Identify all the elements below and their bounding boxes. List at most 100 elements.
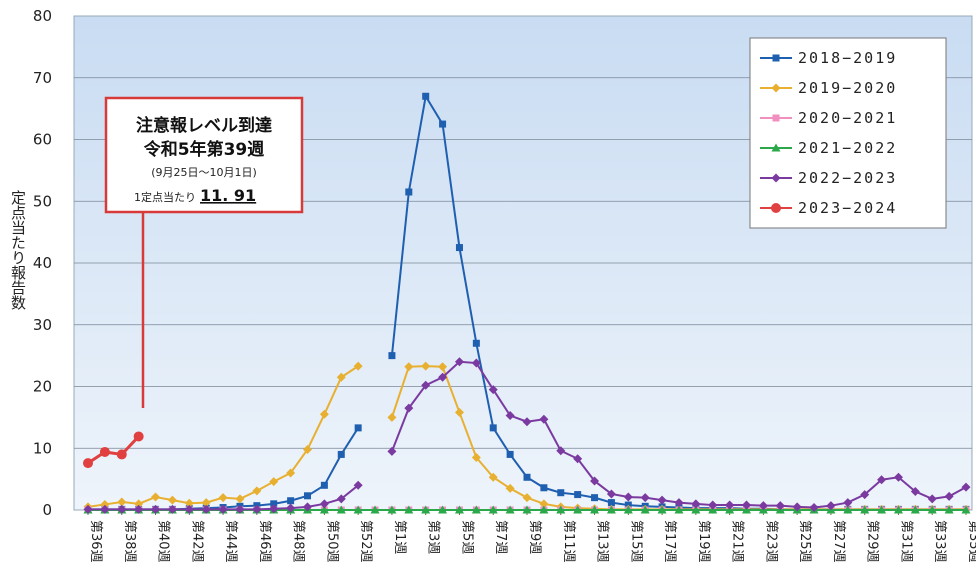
x-tick-label: 第36週 [88,520,103,563]
data-point [523,473,531,481]
data-point [422,92,430,100]
data-point [539,505,549,514]
legend-label: 2019−2020 [798,79,897,97]
y-tick-label: 60 [33,131,52,149]
annotation-callout: 注意報レベル到達 令和5年第39週 (9月25日～10月1日) 1定点当たり 1… [104,96,304,408]
data-point [590,476,600,486]
data-point [353,361,363,371]
data-point [505,505,515,514]
legend-label: 2022−2023 [798,169,897,187]
y-tick-label: 80 [33,7,52,25]
data-point [826,501,836,511]
data-point [539,499,549,509]
legend-label: 2023−2024 [798,199,897,217]
x-tick-label: 第3週 [426,520,441,554]
data-point [134,499,144,509]
data-point [336,494,346,504]
data-point [421,361,431,371]
data-point [792,502,802,512]
data-point [184,504,194,514]
data-point [454,357,464,367]
data-point [944,505,954,514]
data-point [606,489,616,499]
data-point [623,505,633,514]
data-point [184,498,194,508]
data-point [252,504,262,514]
data-point [151,504,161,514]
x-tick-label: 第35週 [966,520,976,563]
data-point [910,505,920,514]
data-point [370,505,380,514]
data-point [388,352,396,360]
legend-marker [771,83,781,93]
data-point [623,492,633,502]
data-point [590,505,600,514]
data-point [83,458,93,469]
data-point [405,188,413,196]
data-point [117,504,127,514]
data-point [488,472,498,482]
data-point [843,505,853,514]
data-point [303,502,312,512]
annotation-week: 令和5年第39週 [144,139,265,160]
data-point [319,409,329,419]
series-line [87,435,140,465]
data-point [505,411,515,421]
legend-marker [772,54,780,62]
data-point [691,505,701,514]
x-tick-label: 第42週 [189,520,204,563]
annotation-box [104,96,304,214]
legend-marker [771,203,781,213]
data-point [471,358,481,368]
data-point [167,504,177,514]
data-point [353,480,363,490]
data-point [591,494,599,502]
y-tick-label: 10 [33,439,52,457]
data-point [287,497,295,505]
data-point [353,505,363,514]
data-point [607,499,615,507]
x-tick-label: 第50週 [324,520,339,563]
legend-item: 2023−2024 [760,199,897,217]
data-point [286,468,296,478]
data-point [708,500,718,510]
data-point [270,500,278,508]
data-point [927,505,937,514]
x-tick-label: 第38週 [122,520,137,563]
data-point [218,504,228,514]
y-tick-label: 30 [33,316,52,334]
data-point [235,494,245,504]
x-tick-label: 第9週 [527,520,542,554]
data-point [336,505,346,514]
data-point [151,492,161,502]
data-point [83,504,93,514]
data-point [404,403,414,413]
data-point [116,449,127,460]
legend-item: 2020−2021 [760,109,895,127]
data-point [606,505,616,514]
y-axis-label: 定点当たり報告数 [9,190,27,310]
data-point [574,491,582,499]
data-point [201,504,211,514]
data-point [421,505,431,514]
annotation-dates: (9月25日～10月1日) [151,166,257,179]
data-point [337,450,345,458]
data-point [304,492,311,500]
data-point [387,505,397,514]
data-point [522,417,532,427]
data-point [471,505,481,514]
data-point [557,489,565,497]
data-point [472,339,480,347]
data-point [506,450,514,458]
data-point [674,505,684,514]
y-axis-ticks: 0 10 20 30 40 50 60 70 80 [33,7,52,519]
data-point [454,505,464,514]
data-point [556,505,566,514]
y-tick-label: 40 [33,254,52,272]
data-point [167,495,177,505]
x-tick-label: 第11週 [561,520,576,563]
data-point [269,504,279,514]
data-point [674,498,684,508]
x-axis-ticks: 第36週 第38週 第40週 第42週 第44週 第46週 第48週 第50週 第52週 第1週 第… [87,510,976,563]
x-tick-label: 第15週 [628,520,643,563]
